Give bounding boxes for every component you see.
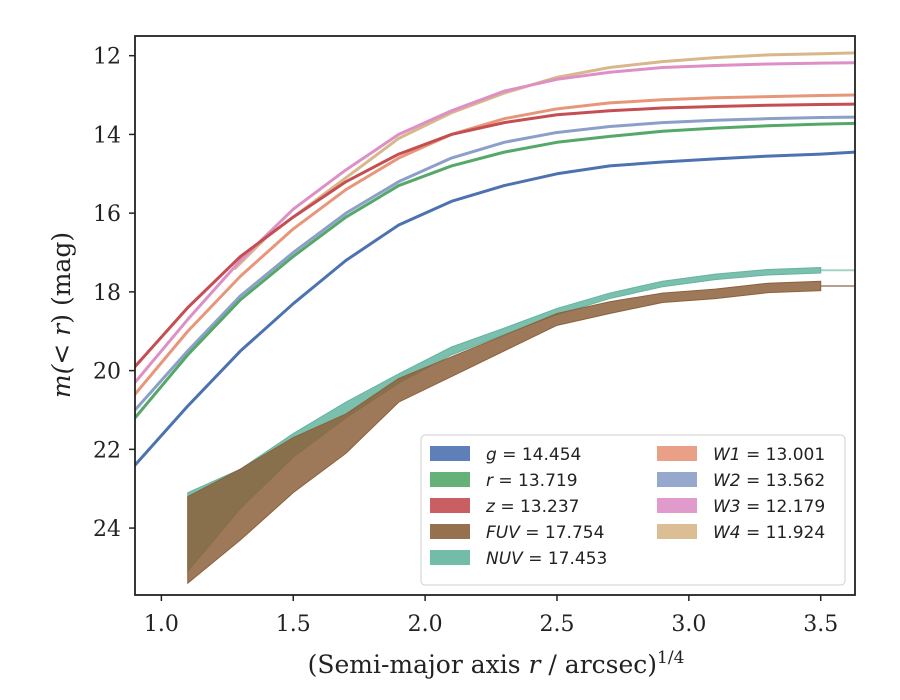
x-tick-label: 3.5 [803, 612, 838, 637]
line-z [135, 102, 855, 369]
line-r [135, 121, 855, 420]
y-tick-label: 12 [93, 45, 121, 70]
legend-swatch-g [430, 446, 470, 461]
legend: g = 14.454 r = 13.719 z = 13.237 FUV = 17.7… [420, 434, 846, 586]
x-axis-label: (Semi-major axis r / arcsec)1/4 [308, 648, 685, 679]
legend-label-w1: W1 = 13.001 [713, 445, 825, 465]
band-fuv [187, 280, 822, 585]
legend-label-z: z = 13.237 [485, 497, 579, 517]
legend-label-w4: W4 = 11.924 [713, 523, 825, 543]
x-tick-label: 2.5 [539, 612, 574, 637]
line-g [135, 150, 855, 467]
legend-label-fuv: FUV = 17.754 [486, 523, 604, 543]
y-tick-label: 20 [93, 360, 121, 385]
legend-swatch-w1 [657, 446, 697, 461]
line-w2 [135, 115, 855, 412]
legend-swatch-fuv [430, 524, 470, 539]
line-w1 [135, 93, 855, 396]
y-axis-label: m(< r) (mag) [47, 232, 76, 398]
legend-swatch-z [430, 498, 470, 513]
legend-label-w2: W2 = 13.562 [713, 471, 825, 491]
legend-label-nuv: NUV = 17.453 [486, 549, 607, 569]
legend-swatch-nuv [430, 550, 470, 565]
plot-area [135, 51, 855, 585]
legend-box [420, 434, 846, 586]
x-tick-label: 3.0 [671, 612, 706, 637]
legend-swatch-r [430, 472, 470, 487]
x-tick-label: 1.0 [144, 612, 179, 637]
legend-label-r: r = 13.719 [486, 471, 578, 491]
legend-label-w3: W3 = 12.179 [713, 497, 825, 517]
x-tick-label: 1.5 [276, 612, 311, 637]
y-tick-label: 18 [93, 281, 121, 306]
y-tick-label: 24 [93, 517, 121, 542]
legend-label-g: g = 14.454 [486, 445, 581, 465]
legend-swatch-w3 [657, 498, 697, 513]
y-tick-label: 14 [93, 123, 121, 148]
plot-frame [134, 35, 856, 596]
axis-ticks: 1.0 1.5 2.0 2.5 3.0 3.5 12 14 16 18 20 22 24 [93, 45, 838, 637]
legend-swatch-w2 [657, 472, 697, 487]
x-tick-label: 2.0 [408, 612, 443, 637]
legend-swatch-w4 [657, 524, 697, 539]
line-w4 [233, 51, 855, 270]
y-tick-label: 16 [93, 202, 121, 227]
y-tick-label: 22 [93, 438, 121, 463]
